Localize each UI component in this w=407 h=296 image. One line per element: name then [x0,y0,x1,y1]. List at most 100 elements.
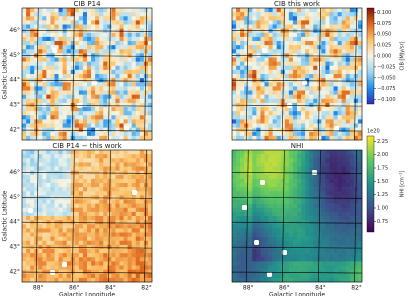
map-pixel [325,216,329,220]
map-pixel [244,200,248,204]
map-pixel [132,249,136,253]
map-pixel [350,78,354,82]
map-pixel [136,216,140,220]
map-pixel [260,37,264,41]
map-pixel [232,187,236,191]
map-pixel [240,167,244,171]
map-pixel [240,37,244,41]
map-pixel [120,91,124,95]
map-pixel [358,249,362,253]
map-pixel [99,45,103,49]
map-pixel [354,119,358,123]
map-pixel [87,249,91,253]
map-pixel [338,171,342,175]
map-pixel [305,162,309,166]
map-pixel [55,270,59,274]
map-pixel [305,158,309,162]
map-pixel [34,208,38,212]
map-pixel [236,208,240,212]
map-pixel [293,20,297,24]
map-pixel [305,195,309,199]
map-pixel [91,241,95,245]
map-pixel [325,66,329,70]
map-pixel [293,233,297,237]
map-pixel [240,224,244,228]
map-pixel [42,99,46,103]
map-pixel [248,212,252,216]
map-pixel [30,82,34,86]
map-pixel [38,191,42,195]
map-pixel [330,25,334,29]
map-pixel [67,245,71,249]
map-pixel [281,191,285,195]
map-pixel [285,224,289,228]
map-pixel [269,20,273,24]
map-pixel [124,175,128,179]
map-pixel [313,78,317,82]
map-pixel [232,266,236,270]
map-pixel [46,12,50,16]
map-pixel [99,66,103,70]
map-pixel [358,49,362,53]
map-pixel [87,241,91,245]
map-pixel [95,66,99,70]
map-pixel [46,8,50,12]
map-pixel [305,249,309,253]
map-pixel [50,8,54,12]
map-pixel [309,62,313,66]
map-pixel [334,66,338,70]
map-pixel [99,191,103,195]
map-pixel [240,45,244,49]
map-pixel [30,115,34,119]
map-pixel [83,99,87,103]
map-pixel [99,154,103,158]
map-pixel [256,158,260,162]
map-pixel [128,270,132,274]
map-pixel [350,228,354,232]
map-pixel [248,70,252,74]
map-pixel [22,20,26,24]
map-pixel [317,119,321,123]
map-pixel [87,224,91,228]
map-pixel [91,162,95,166]
map-pixel [317,253,321,257]
map-pixel [325,74,329,78]
map-pixel [338,49,342,53]
map-pixel [325,37,329,41]
map-pixel [42,274,46,278]
map-pixel [273,136,277,140]
map-pixel [313,187,317,191]
map-pixel [111,241,115,245]
map-pixel [358,208,362,212]
map-pixel [265,237,269,241]
map-pixel [115,8,119,12]
map-pixel [273,119,277,123]
map-pixel [26,99,30,103]
map-pixel [358,187,362,191]
map-pixel [30,91,34,95]
map-pixel [111,261,115,265]
map-pixel [148,270,152,274]
map-pixel [128,62,132,66]
map-pixel [107,270,111,274]
map-pixel [42,82,46,86]
map-pixel [136,12,140,16]
map-pixel [277,20,281,24]
map-pixel [301,224,305,228]
map-pixel [128,103,132,107]
map-pixel [71,187,75,191]
map-pixel [46,95,50,99]
map-pixel [248,261,252,265]
map-pixel [325,208,329,212]
map-pixel [338,150,342,154]
map-pixel [103,20,107,24]
map-pixel [63,74,67,78]
map-pixel [358,20,362,24]
map-pixel [136,136,140,140]
map-pixel [236,16,240,20]
map-pixel [338,70,342,74]
map-pixel [83,257,87,261]
map-pixel [346,107,350,111]
map-pixel [350,162,354,166]
map-pixel [293,66,297,70]
